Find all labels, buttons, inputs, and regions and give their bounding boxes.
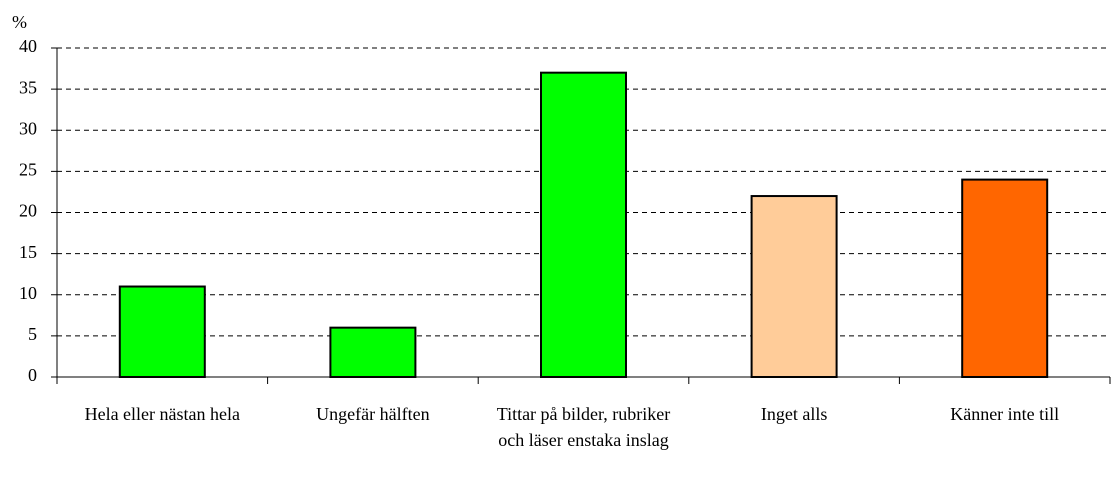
bar [540,71,627,379]
y-tick-label: 30 [19,118,37,138]
x-tick-label: Ungefär hälften [316,404,430,424]
bar [961,178,1049,378]
x-tick-label: Inget alls [760,404,828,424]
y-tick-label: 5 [28,324,37,344]
y-tick-label: 0 [28,365,37,385]
bar [329,326,417,378]
y-tick-label: 10 [19,283,37,303]
x-tick-label: Känner inte till [950,404,1060,424]
bar [750,195,838,378]
y-axis-label: % [12,12,27,32]
x-tick-label: Hela eller nästan hela [84,404,240,424]
y-tick-label: 40 [19,36,37,56]
y-tick-label: 15 [19,242,37,262]
y-tick-label: 25 [19,160,37,180]
y-tick-label: 35 [19,77,37,97]
x-tick-label: Tittar på bilder, rubriker och läser ens… [496,404,671,450]
bar [118,285,206,378]
y-tick-label: 20 [19,201,37,221]
